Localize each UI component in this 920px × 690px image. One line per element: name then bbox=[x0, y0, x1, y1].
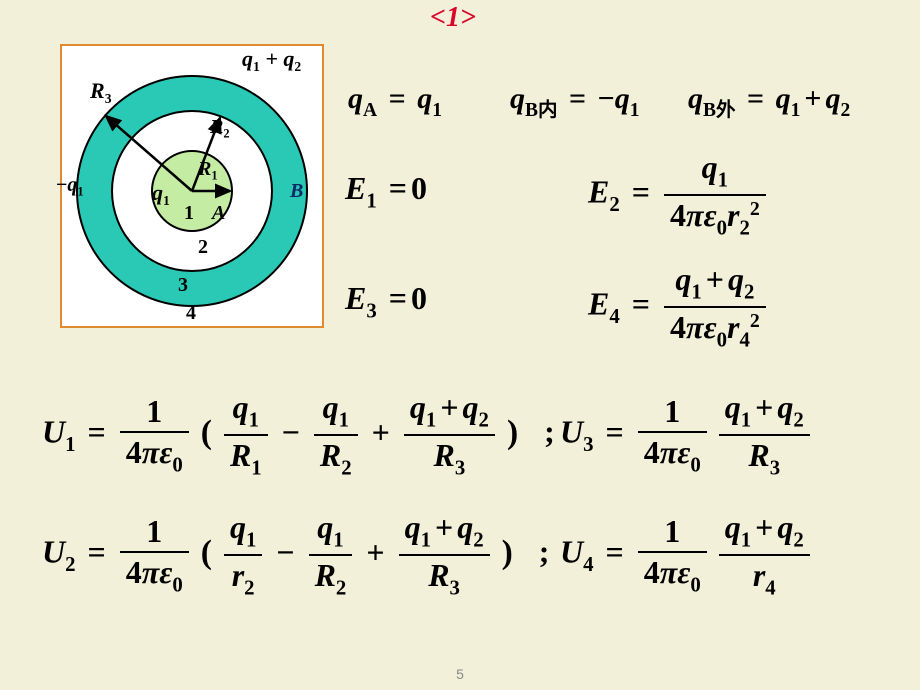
title-tag: <1> bbox=[430, 2, 476, 34]
diagram-box: q1 + q2 R3 R2 R1 −q1 q1 1 A B 2 3 4 bbox=[60, 44, 324, 328]
eq-U1: U1 = 1 4πε0 ( q1R1 − q1R2 + q1+q2R3 ) ; bbox=[42, 390, 555, 480]
eq-E4: E4 = q1+q2 4πε0r42 bbox=[588, 262, 768, 352]
label-R1: R1 bbox=[198, 158, 218, 183]
label-q1q2-outer: q1 + q2 bbox=[242, 46, 301, 75]
label-region-3: 3 bbox=[178, 274, 188, 297]
eq-E3: E3 =0 bbox=[345, 280, 427, 323]
label-region-4: 4 bbox=[186, 302, 196, 325]
label-q1-inner: q1 bbox=[152, 180, 170, 209]
label-body-B: B bbox=[290, 180, 303, 203]
eq-qB-outer: qB外 = q1+q2 bbox=[688, 82, 850, 122]
label-region-1: 1 bbox=[184, 202, 194, 225]
label-minus-q1-shell: −q1 bbox=[56, 174, 84, 199]
eq-U2: U2 = 1 4πε0 ( q1r2 − q1R2 + q1+q2R3 ) ; bbox=[42, 510, 549, 600]
label-R2: R2 bbox=[210, 116, 230, 141]
eq-E2: E2 = q1 4πε0r22 bbox=[588, 150, 768, 240]
label-body-A: A bbox=[212, 202, 225, 225]
label-region-2: 2 bbox=[198, 236, 208, 259]
eq-E1: E1 =0 bbox=[345, 170, 427, 213]
eq-qB-inner: qB内 = −q1 bbox=[510, 82, 640, 122]
eq-U3: U3 = 1 4πε0 q1+q2 R3 bbox=[560, 390, 812, 480]
eq-qA: qA = q1 bbox=[348, 82, 442, 122]
slide: <1> q1 + q2 R3 bbox=[0, 0, 920, 690]
eq-U4: U4 = 1 4πε0 q1+q2 r4 bbox=[560, 510, 812, 600]
label-R3: R3 bbox=[90, 78, 112, 107]
page-number: 5 bbox=[456, 666, 464, 682]
